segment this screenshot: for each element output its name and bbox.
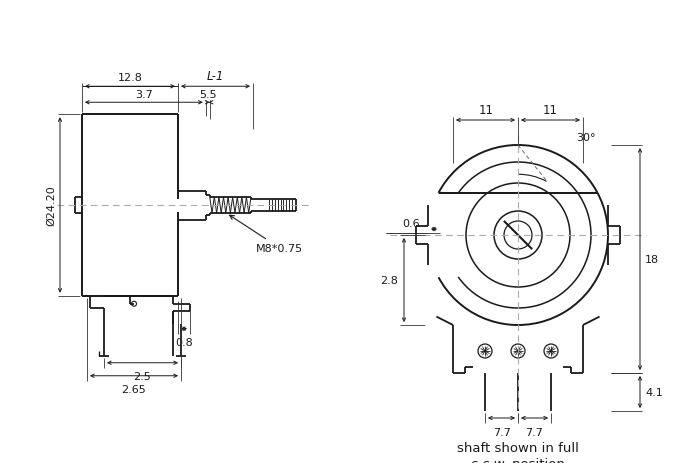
Text: 2.8: 2.8 xyxy=(380,275,398,285)
Text: 12.8: 12.8 xyxy=(118,73,142,83)
Text: c.c.w. position: c.c.w. position xyxy=(471,457,565,463)
Text: M8*0.75: M8*0.75 xyxy=(230,216,303,253)
Text: 0.8: 0.8 xyxy=(175,337,193,347)
Text: 7.7: 7.7 xyxy=(525,427,543,437)
Text: 2.5: 2.5 xyxy=(134,371,151,381)
Text: 2.65: 2.65 xyxy=(122,384,146,394)
Text: Ø24.20: Ø24.20 xyxy=(46,185,56,226)
Text: 5.5: 5.5 xyxy=(199,90,216,100)
Text: 11: 11 xyxy=(542,104,557,117)
Text: 3.7: 3.7 xyxy=(135,90,153,100)
Text: L-1: L-1 xyxy=(206,70,224,83)
Text: 11: 11 xyxy=(479,104,493,117)
Text: 18: 18 xyxy=(645,255,659,264)
Text: 30°: 30° xyxy=(576,133,596,143)
Text: 0.6: 0.6 xyxy=(402,219,420,229)
Text: 4.1: 4.1 xyxy=(645,387,663,397)
Text: 7.7: 7.7 xyxy=(493,427,511,437)
Text: shaft shown in full: shaft shown in full xyxy=(457,441,579,454)
